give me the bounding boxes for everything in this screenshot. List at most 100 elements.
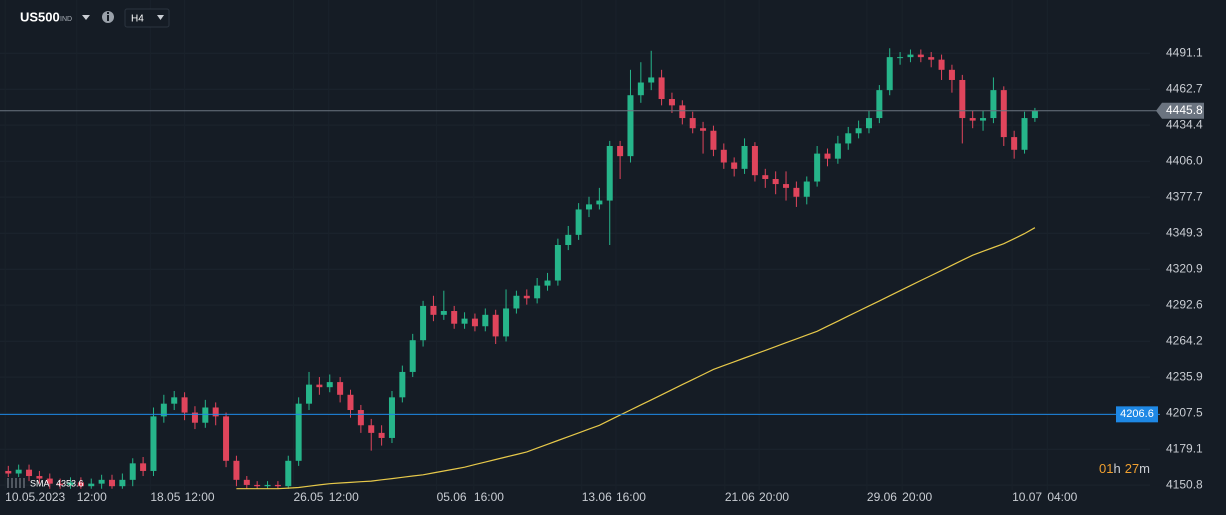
candle-body [171, 397, 178, 404]
y-tick-label: 4462.7 [1166, 81, 1203, 95]
candle-body [140, 463, 147, 471]
candle-body [181, 397, 188, 413]
candle-body [461, 318, 468, 324]
info-icon-dot [107, 12, 109, 14]
candle-body [285, 460, 292, 487]
x-tick-label: 12:00 [329, 490, 359, 504]
candle-body [388, 397, 395, 438]
symbol[interactable]: US500 [20, 9, 60, 24]
candle-body [523, 295, 530, 299]
candle-body [492, 314, 499, 337]
candle-body [347, 394, 354, 411]
candle-body [565, 234, 572, 245]
candle-body [824, 153, 831, 159]
candle-body [15, 469, 22, 474]
x-tick-label: 20:00 [902, 490, 932, 504]
candle-body [326, 382, 333, 388]
horizontal-line-label: 4206.6 [1120, 408, 1154, 420]
legend-icon [7, 478, 25, 488]
candle-body [129, 463, 136, 480]
candle-body [689, 118, 696, 129]
candle-body [938, 59, 945, 70]
candle-body [845, 133, 852, 144]
candle-body [710, 130, 717, 150]
y-tick-label: 4179.1 [1166, 441, 1203, 455]
candle-body [731, 162, 738, 169]
candle-body [482, 314, 489, 327]
y-tick-label: 4491.1 [1166, 45, 1203, 59]
timeframe: H4 [131, 14, 144, 25]
candle-body [855, 128, 862, 134]
candle-body [907, 54, 914, 58]
x-tick-label: 12:00 [185, 490, 215, 504]
y-tick-label: 4406.0 [1166, 153, 1203, 167]
candle-body [98, 479, 105, 484]
candle-body [793, 187, 800, 197]
candle-body [88, 483, 95, 487]
symbol-dropdown[interactable] [82, 15, 90, 20]
timeframe-dropdown [157, 15, 164, 20]
countdown-minutes: 27 [1125, 461, 1139, 476]
x-tick-label: 04:00 [1047, 490, 1077, 504]
candle-body [243, 479, 250, 485]
candle-body [440, 311, 447, 315]
x-tick-label: 20:00 [759, 490, 789, 504]
candle-body [26, 469, 33, 477]
x-tick-label: 16:00 [616, 490, 646, 504]
candle-body [67, 482, 74, 485]
countdown-h: h [1113, 461, 1120, 476]
candle-body [202, 407, 209, 423]
candle-body [554, 245, 561, 281]
candle-body [886, 57, 893, 91]
candle-body [534, 285, 541, 299]
x-tick-label: 16:00 [474, 490, 504, 504]
x-tick-label: 05.06 [437, 490, 467, 504]
candle-body [720, 149, 727, 163]
candle-body [596, 200, 603, 205]
legend-icon-bg [6, 477, 24, 489]
candle-body [834, 143, 841, 159]
candle-body [368, 425, 375, 433]
y-tick-label: 4349.3 [1166, 225, 1203, 239]
candle-body [5, 470, 12, 474]
candle-body [741, 145, 748, 169]
candle-body [917, 54, 924, 58]
candle-body [544, 280, 551, 286]
legend-value: 4353.6 [56, 478, 84, 488]
current-price-label-bg [1156, 102, 1204, 119]
candle-body [150, 416, 157, 471]
legend-name: SMA [30, 478, 50, 488]
candle-body [969, 118, 976, 121]
candle-body [471, 318, 478, 327]
sma-line [236, 227, 1036, 490]
candle-body [575, 209, 582, 235]
candle-body [212, 407, 219, 417]
candle-body [191, 412, 198, 423]
current-price-label: 4445.8 [1166, 103, 1203, 117]
candle-body [1011, 137, 1018, 150]
candle-body [399, 371, 406, 398]
candle-body [264, 484, 271, 487]
candle-body [751, 145, 758, 176]
candle-body [990, 90, 997, 119]
candle-body [295, 403, 302, 461]
candle-body [46, 478, 53, 484]
timeframe-selector[interactable] [124, 8, 170, 28]
candle-body [503, 308, 510, 337]
candle-body [648, 77, 655, 83]
y-tick-label: 4235.9 [1166, 369, 1203, 383]
candle-body [679, 105, 686, 119]
x-tick-label: 10.05.2023 [5, 490, 65, 504]
candle-body [772, 178, 779, 185]
candle-body [119, 479, 126, 487]
candle-body [897, 57, 904, 59]
countdown-hours: 01 [1099, 461, 1113, 476]
candle-body [1021, 118, 1028, 150]
x-tick-label: 18.05 [150, 490, 180, 504]
y-tick-label: 4150.8 [1166, 477, 1203, 491]
legend: SMA 4353.6 [6, 477, 84, 489]
candle-body [700, 128, 707, 131]
candle-body [357, 410, 364, 426]
candle-body [77, 482, 84, 487]
